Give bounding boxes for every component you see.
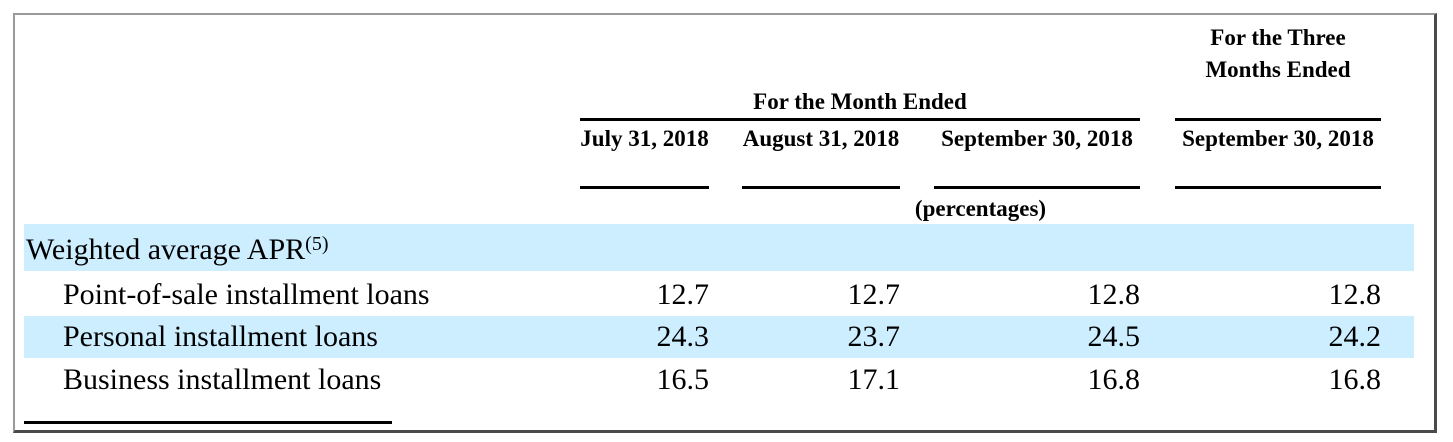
row-label-personal: Personal installment loans	[63, 320, 378, 353]
col-header-july: July 31, 2018	[580, 126, 709, 151]
unit-label: (percentages)	[914, 196, 1047, 221]
cell-business-august: 17.1	[847, 363, 901, 396]
header-month-group-rule	[580, 118, 1140, 121]
cell-pos-august: 12.7	[847, 278, 901, 311]
header-quarter-group: For the Three Months Ended	[1205, 25, 1351, 82]
col-header-august: August 31, 2018	[742, 126, 900, 151]
col-header-august-rule	[742, 186, 900, 189]
cell-pos-july: 12.7	[656, 278, 710, 311]
section-band	[24, 224, 1414, 271]
section-footnote: (5)	[305, 233, 329, 255]
footnote-rule	[24, 421, 392, 424]
col-header-september-rule	[934, 186, 1140, 189]
cell-pos-september: 12.8	[1087, 278, 1141, 311]
cell-business-july: 16.5	[656, 363, 710, 396]
cell-personal-july: 24.3	[656, 320, 710, 353]
header-quarter-group-rule	[1175, 118, 1381, 121]
cell-business-september: 16.8	[1087, 363, 1141, 396]
col-header-quarter-rule	[1175, 186, 1381, 189]
cell-personal-august: 23.7	[847, 320, 901, 353]
header-month-group: For the Month Ended	[753, 89, 967, 114]
section-label-text: Weighted average APR	[26, 233, 306, 266]
cell-personal-quarter: 24.2	[1328, 320, 1382, 353]
cell-business-quarter: 16.8	[1328, 363, 1382, 396]
cell-personal-september: 24.5	[1087, 320, 1141, 353]
row-label-point-of-sale: Point-of-sale installment loans	[63, 278, 430, 311]
section-label: Weighted average APR(5)	[26, 230, 329, 270]
cell-pos-quarter: 12.8	[1328, 278, 1382, 311]
row-band-personal	[24, 316, 1414, 358]
col-header-quarter: September 30, 2018	[1182, 126, 1374, 151]
row-label-business: Business installment loans	[63, 363, 382, 396]
col-header-july-rule	[580, 186, 709, 189]
page-frame	[13, 13, 1437, 433]
col-header-september: September 30, 2018	[941, 126, 1133, 151]
